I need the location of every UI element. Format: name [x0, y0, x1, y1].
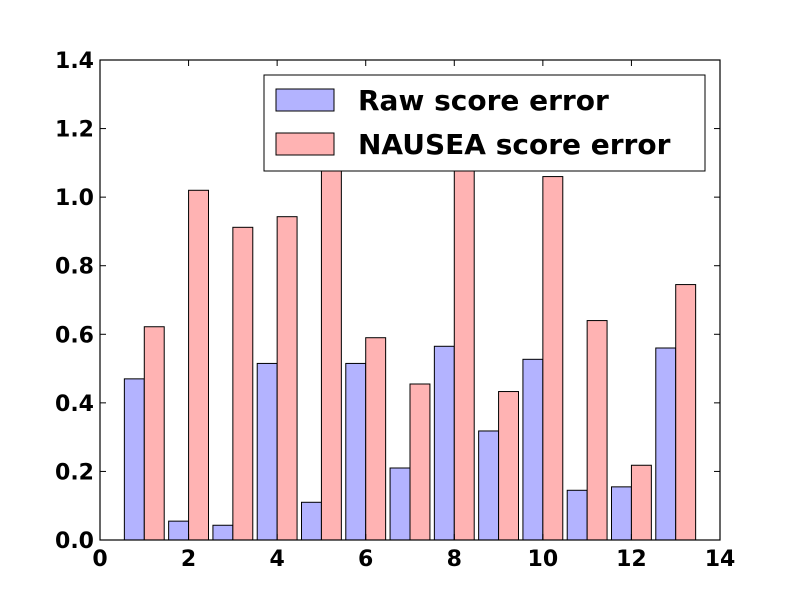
x-tick-label: 14	[705, 547, 736, 572]
nausea-bar-3	[232, 226, 254, 540]
raw-bar-5	[301, 501, 322, 540]
legend-label: NAUSEA score error	[358, 128, 671, 161]
raw-bar-13	[655, 347, 677, 540]
raw-bar-9	[478, 430, 500, 540]
nausea-bar-7	[409, 383, 431, 540]
plot-frame	[99, 59, 721, 541]
legend-label: Raw score error	[358, 84, 609, 117]
nausea-bar-2	[188, 189, 209, 540]
raw-bar-4	[256, 362, 278, 540]
raw-bar-7	[389, 467, 411, 540]
nausea-bar-5	[320, 162, 342, 540]
x-tick-label: 8	[447, 547, 462, 572]
nausea-bar-9	[498, 391, 520, 540]
y-tick-label: 1.0	[55, 186, 94, 211]
raw-bar-2	[168, 520, 190, 540]
raw-bar-8	[433, 345, 455, 540]
bars-group	[123, 162, 697, 540]
nausea-bar-11	[586, 320, 608, 540]
x-tick-label: 6	[358, 547, 373, 572]
nausea-bar-10	[542, 176, 564, 540]
x-tick-label: 10	[528, 547, 559, 572]
legend-swatch	[275, 88, 335, 112]
legend-box	[263, 74, 706, 172]
raw-bar-10	[522, 358, 544, 540]
nausea-bar-4	[276, 216, 298, 540]
nausea-bar-8	[453, 162, 475, 540]
y-tick-label: 1.2	[55, 118, 94, 143]
legend-swatch	[275, 132, 335, 156]
nausea-bar-1	[143, 326, 165, 540]
nausea-bar-12	[630, 464, 652, 540]
raw-bar-12	[611, 486, 632, 540]
raw-bar-1	[123, 378, 145, 540]
x-tick-label: 2	[181, 547, 196, 572]
nausea-bar-6	[365, 337, 387, 540]
y-tick-label: 1.4	[55, 49, 94, 74]
y-tick-label: 0.6	[55, 323, 94, 348]
y-tick-label: 0.2	[55, 460, 94, 485]
raw-bar-11	[566, 489, 588, 540]
y-tick-label: 0.8	[55, 255, 94, 280]
y-tick-label: 0.4	[55, 392, 94, 417]
raw-bar-3	[212, 524, 234, 540]
x-tick-label: 4	[269, 547, 284, 572]
legend: Raw score error NAUSEA score error	[263, 74, 706, 172]
y-tick-label: 0.0	[55, 529, 94, 554]
raw-bar-6	[345, 362, 367, 540]
nausea-bar-13	[675, 284, 697, 540]
axis-ticks: 0 2 4 6 8 10 12 14 0.0 0.2 0.4 0.6 0.8 1.0 1.2 1.4	[55, 49, 735, 572]
x-tick-label: 12	[616, 547, 647, 572]
x-tick-label: 0	[92, 547, 107, 572]
